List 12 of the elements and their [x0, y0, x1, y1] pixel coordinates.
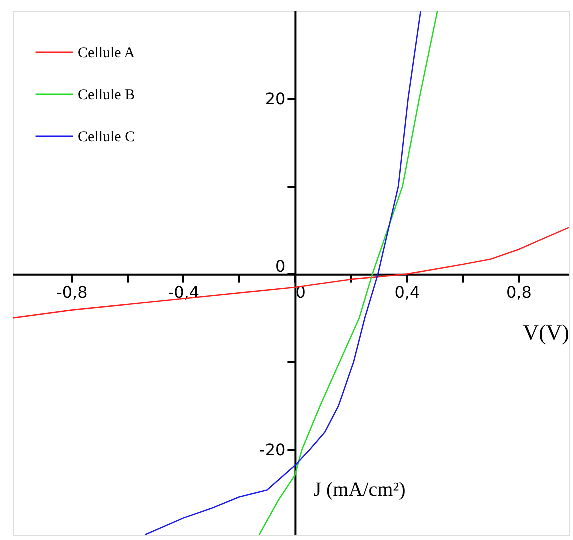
x-tick-label: 0,8 [506, 282, 532, 302]
x-axis-title: V(V) [523, 320, 570, 345]
x-tick-label: 0,4 [394, 282, 420, 302]
x-tick-label: -0,4 [168, 282, 200, 302]
y-tick-label: 0 [276, 256, 286, 276]
y-tick-label: -20 [260, 440, 286, 460]
legend-label: Cellule B [78, 88, 136, 104]
y-axis-title: J (mA/cm²) [314, 478, 406, 501]
legend-label: Cellule C [78, 130, 136, 146]
y-tick-label: 20 [265, 89, 286, 108]
legend-label: Cellule A [78, 46, 136, 62]
x-tick-label: -0,8 [56, 282, 88, 302]
